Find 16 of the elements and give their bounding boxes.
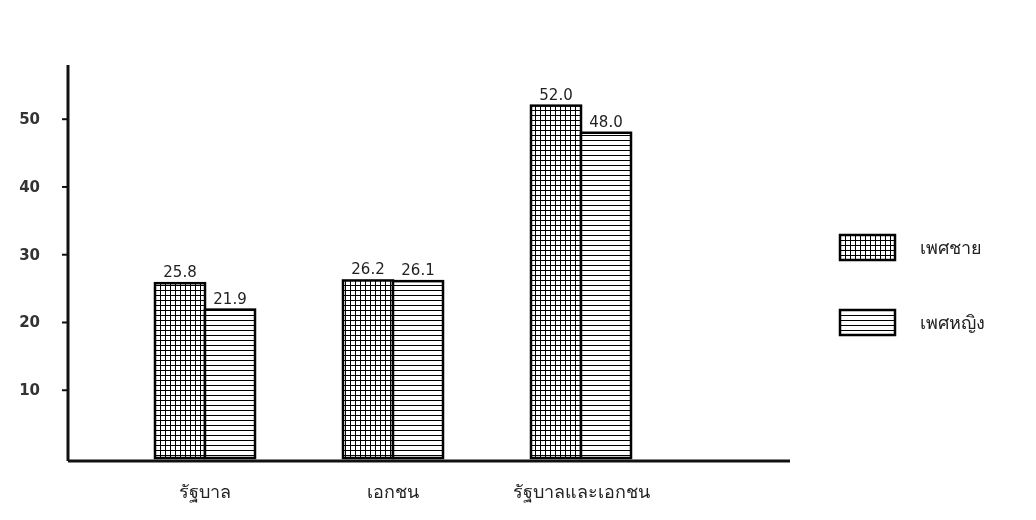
y-tick-label: 10 — [19, 381, 40, 400]
data-label: 52.0 — [539, 85, 573, 104]
data-label: 25.8 — [163, 263, 197, 282]
data-label: 21.9 — [213, 289, 247, 308]
data-label: 26.1 — [401, 261, 435, 280]
x-tick-label: รัฐบาล — [179, 481, 231, 503]
y-tick-label: 20 — [19, 313, 40, 332]
legend-label: เพศหญิง — [920, 312, 985, 333]
data-label: 48.0 — [589, 112, 623, 131]
y-tick-label: 50 — [19, 110, 40, 129]
data-label: 26.2 — [351, 260, 385, 279]
y-tick-label: 30 — [19, 245, 40, 264]
x-tick-label: เอกชน — [367, 481, 419, 502]
x-tick-label: รัฐบาลและเอกชน — [512, 481, 650, 503]
legend-label: เพศชาย — [920, 237, 982, 258]
y-tick-label: 40 — [19, 177, 40, 196]
